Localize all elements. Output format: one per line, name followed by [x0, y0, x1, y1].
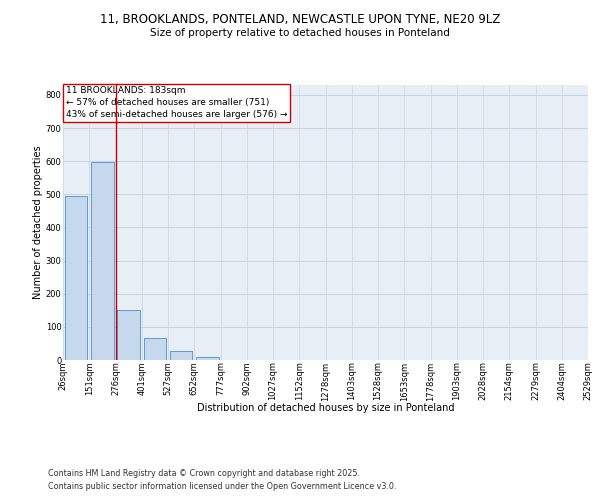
Bar [91, 162, 113, 360]
Bar [196, 358, 218, 360]
Text: Contains public sector information licensed under the Open Government Licence v3: Contains public sector information licen… [48, 482, 397, 491]
Y-axis label: Number of detached properties: Number of detached properties [33, 146, 43, 300]
Text: 11 BROOKLANDS: 183sqm
← 57% of detached houses are smaller (751)
43% of semi-det: 11 BROOKLANDS: 183sqm ← 57% of detached … [65, 86, 287, 119]
Text: Contains HM Land Registry data © Crown copyright and database right 2025.: Contains HM Land Registry data © Crown c… [48, 468, 360, 477]
Text: Size of property relative to detached houses in Ponteland: Size of property relative to detached ho… [150, 28, 450, 38]
X-axis label: Distribution of detached houses by size in Ponteland: Distribution of detached houses by size … [197, 404, 454, 413]
Bar [144, 338, 166, 360]
Bar [118, 310, 140, 360]
Bar [65, 196, 87, 360]
Bar [170, 351, 192, 360]
Text: 11, BROOKLANDS, PONTELAND, NEWCASTLE UPON TYNE, NE20 9LZ: 11, BROOKLANDS, PONTELAND, NEWCASTLE UPO… [100, 12, 500, 26]
